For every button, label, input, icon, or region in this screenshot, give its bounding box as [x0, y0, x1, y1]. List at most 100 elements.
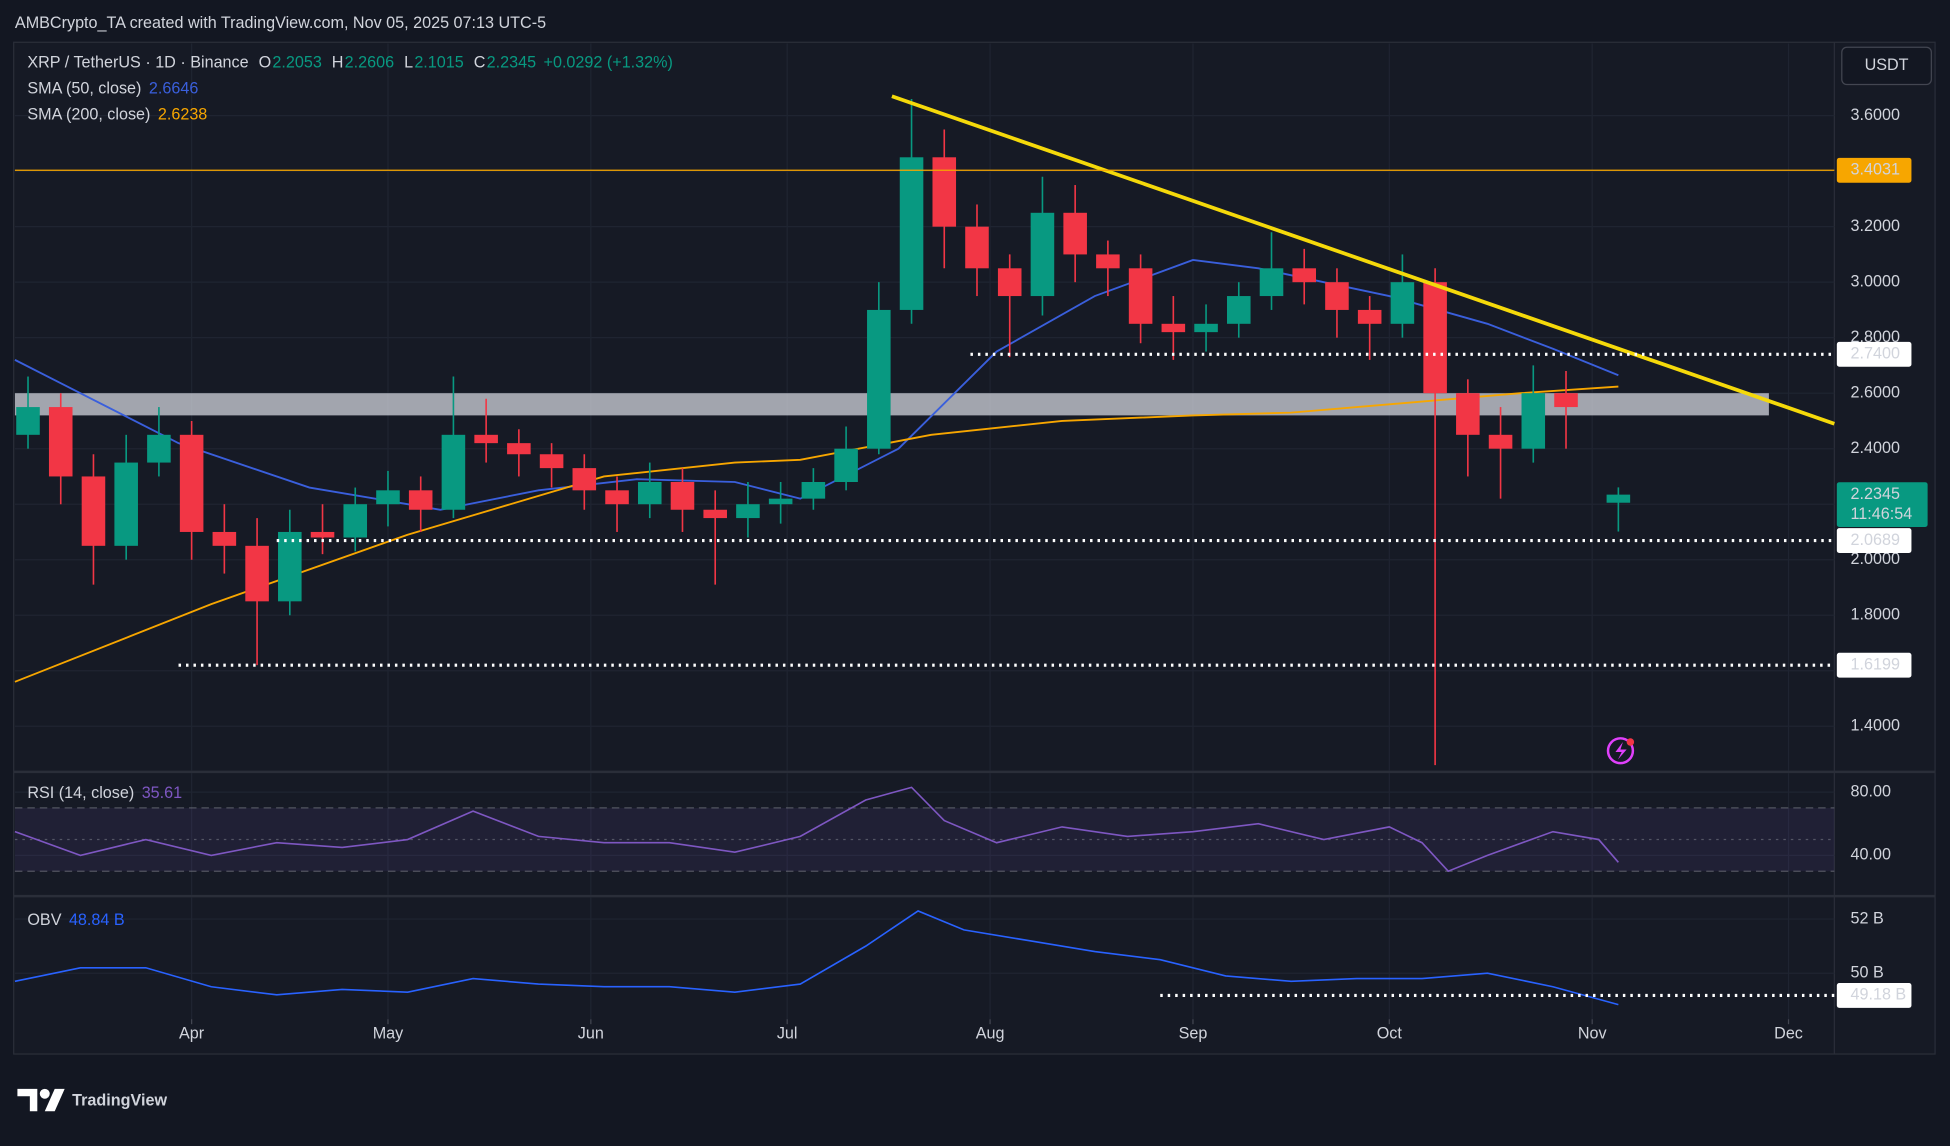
- legend-key: C: [474, 54, 486, 72]
- candle-body: [997, 268, 1022, 297]
- legend-value: 2.2345: [487, 54, 536, 72]
- candle-body: [16, 407, 40, 435]
- candle-body: [605, 490, 629, 505]
- candle-body: [408, 490, 433, 510]
- level-label: 49.18 B: [1851, 986, 1907, 1004]
- candle-body: [965, 226, 989, 269]
- candle-body: [1128, 268, 1153, 324]
- candle-body: [670, 481, 695, 510]
- level-label-box: [1836, 528, 1912, 554]
- series-line: [14, 910, 1619, 1006]
- candle-body: [703, 509, 727, 519]
- series-line: [14, 385, 1619, 683]
- candle-body: [343, 504, 368, 538]
- candle-body: [507, 443, 531, 455]
- candle-body: [474, 434, 498, 444]
- x-tick-label: Sep: [1179, 1024, 1208, 1042]
- candle-body: [867, 309, 891, 449]
- y-tick-label: 80.00: [1851, 782, 1891, 800]
- legend-value: 2.2053: [272, 54, 321, 72]
- legend: OBV 48.84 B: [27, 911, 124, 929]
- candle-body: [1226, 296, 1251, 324]
- legend-value: 48.84 B: [69, 911, 125, 929]
- logo-shape: [39, 1088, 50, 1099]
- y-tick-label: 3.2000: [1851, 217, 1900, 235]
- candle-body: [441, 434, 466, 510]
- legend-key: L: [404, 54, 413, 72]
- candle-body: [310, 531, 335, 538]
- candle-body: [179, 434, 204, 532]
- y-tick-label: 2.4000: [1851, 439, 1900, 457]
- level-label: 2.0689: [1851, 531, 1900, 549]
- x-tick-label: Aug: [976, 1024, 1005, 1042]
- brand-logo: [17, 1088, 65, 1112]
- candle-body: [539, 454, 564, 469]
- candle-body: [572, 468, 597, 491]
- candle-body: [1390, 282, 1415, 324]
- x-tick-label: Dec: [1774, 1024, 1803, 1042]
- y-tick-label: 2.0000: [1851, 550, 1900, 568]
- alert-icon[interactable]: [1606, 737, 1635, 765]
- candle-body: [1259, 268, 1284, 297]
- candle-body: [768, 498, 793, 505]
- legend-name: OBV: [27, 911, 61, 929]
- logo-shape: [17, 1088, 38, 1112]
- currency[interactable]: USDT: [1865, 56, 1909, 74]
- candle-body: [1357, 309, 1382, 324]
- level-label: 2.7400: [1851, 345, 1900, 363]
- candle-body: [899, 157, 924, 310]
- candle-body: [637, 481, 662, 505]
- legend: SMA (200, close) 2.6238: [27, 106, 207, 124]
- candle-body: [932, 157, 957, 227]
- currency-box[interactable]: [1841, 46, 1932, 86]
- legend-value: 35.61: [142, 785, 182, 803]
- candle-body: [1554, 393, 1578, 408]
- candle-body: [1161, 323, 1186, 333]
- x-tick-label: Apr: [179, 1024, 205, 1042]
- candle-body: [212, 531, 237, 546]
- candle-body: [834, 448, 858, 482]
- trendline: [891, 94, 1835, 426]
- candle-body: [1488, 434, 1513, 449]
- legend-key: H: [332, 54, 344, 72]
- candle-body: [1606, 494, 1631, 503]
- y-tick-label: 3.6000: [1851, 106, 1900, 124]
- legend-name: SMA (50, close): [27, 80, 141, 98]
- legend-value: 2.6238: [158, 106, 207, 124]
- candle-body: [1423, 282, 1447, 394]
- legend-name: RSI (14, close): [27, 785, 134, 803]
- series-line: [14, 786, 1619, 873]
- series-line: [14, 259, 1619, 511]
- level-label: 3.4031: [1851, 161, 1900, 179]
- y-tick-label: 50 B: [1851, 963, 1884, 981]
- countdown: 11:46:54: [1851, 505, 1913, 523]
- level-label-box: [1836, 982, 1912, 1008]
- alert-dot: [1626, 738, 1635, 746]
- y-tick-label: 52 B: [1851, 909, 1884, 927]
- level-label-box: [1836, 157, 1912, 183]
- candle-body: [736, 504, 760, 519]
- legend-value: 2.2606: [345, 54, 394, 72]
- brand: TradingView: [72, 1092, 167, 1110]
- credit: AMBCrypto_TA created with TradingView.co…: [15, 14, 546, 32]
- level-label-box: [1836, 652, 1912, 678]
- candle-body: [1456, 393, 1480, 435]
- candle-body: [114, 462, 138, 546]
- last-price-box: [1836, 482, 1928, 527]
- logo-shape: [44, 1088, 65, 1112]
- x-tick-label: Oct: [1377, 1024, 1403, 1042]
- x-tick-label: Jun: [578, 1024, 604, 1042]
- legend: RSI (14, close) 35.61: [27, 785, 182, 803]
- y-tick-label: 1.4000: [1851, 716, 1900, 734]
- plot-frame: [13, 41, 1936, 1055]
- y-tick-label: 40.00: [1851, 846, 1891, 864]
- legend-change: +0.0292 (+1.32%): [544, 54, 673, 72]
- candle-body: [48, 407, 73, 477]
- legend-title: XRP / TetherUS · 1D · Binance: [27, 54, 248, 72]
- candle-body: [245, 545, 269, 602]
- last-price: 2.2345: [1851, 485, 1900, 503]
- y-tick-label: 2.6000: [1851, 383, 1900, 401]
- candle-body: [1292, 268, 1317, 283]
